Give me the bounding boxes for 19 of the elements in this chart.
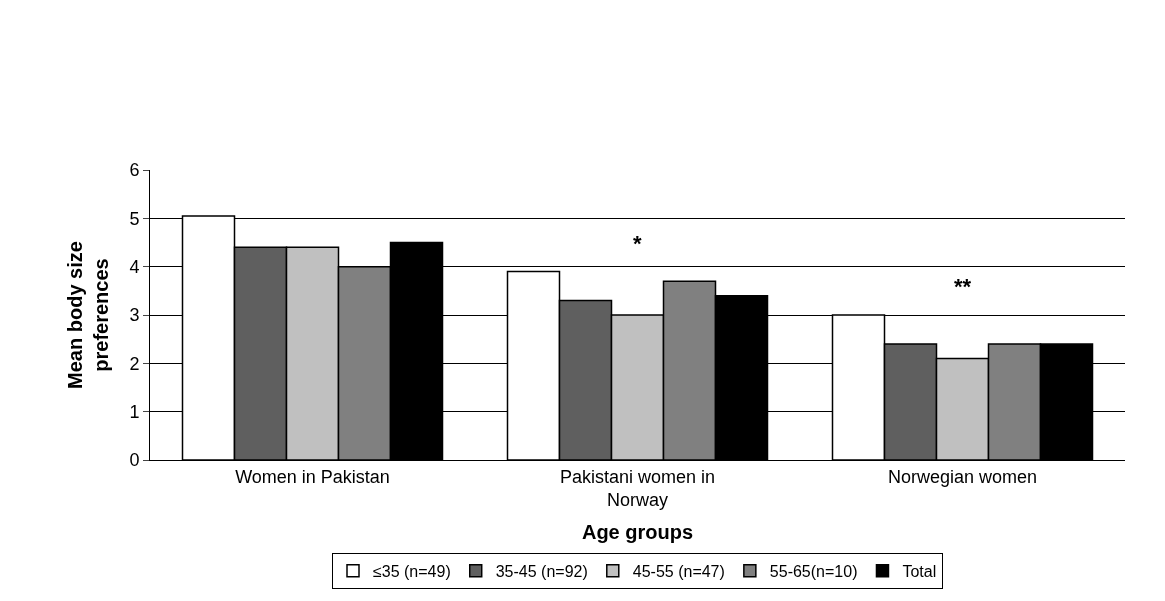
y-axis-title: Mean body size preferences (63, 241, 112, 389)
y-tick-label: 0 (129, 450, 140, 471)
x-tick-label: Norwegian women (887, 466, 1038, 487)
x-axis-title: Age groups (581, 520, 694, 543)
y-tick-label: 5 (129, 208, 140, 229)
legend-label: ≤35 (n=49) (373, 562, 451, 580)
annotation: ** (954, 274, 972, 299)
y-tick-label: 2 (129, 353, 140, 374)
legend-label: 45-55 (n=47) (632, 562, 725, 580)
legend-label: 35-45 (n=92) (495, 562, 588, 580)
y-tick-label: 4 (129, 256, 140, 277)
legend-label: Total (902, 562, 937, 580)
y-tick-label: 6 (129, 160, 140, 181)
y-tick-label: 3 (129, 305, 140, 326)
y-tick-label: 1 (129, 401, 140, 422)
x-tick-label: Women in Pakistan (235, 466, 390, 487)
legend-label: 55-65(n=10) (769, 562, 858, 580)
annotation: * (633, 231, 642, 256)
x-tick-label: Pakistani women in Norway (559, 466, 716, 510)
